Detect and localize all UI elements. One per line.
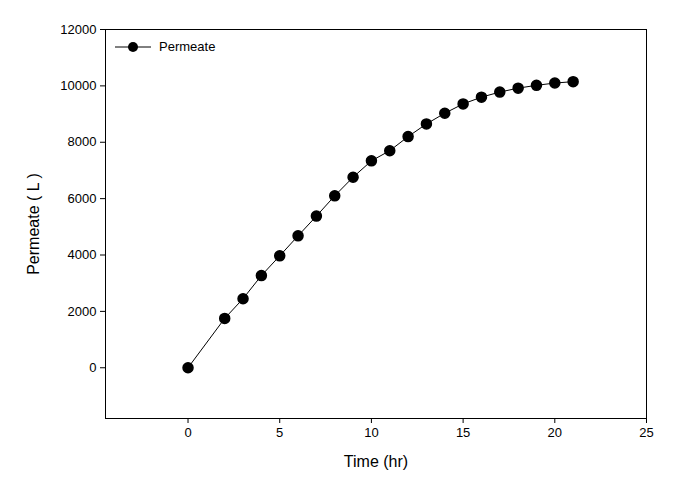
svg-text:20: 20 xyxy=(548,425,562,440)
html-text:Permeate: Permeate xyxy=(159,39,216,54)
svg-text:2000: 2000 xyxy=(68,304,97,319)
svg-text:12000: 12000 xyxy=(60,22,96,37)
svg-text:Time (hr): Time (hr) xyxy=(344,453,408,470)
svg-text:25: 25 xyxy=(639,425,653,440)
svg-text:0: 0 xyxy=(89,360,96,375)
svg-text:10: 10 xyxy=(364,425,378,440)
svg-text:Permeate ( L ): Permeate ( L ) xyxy=(25,173,42,275)
svg-text:10000: 10000 xyxy=(60,78,96,93)
svg-text:8000: 8000 xyxy=(68,134,97,149)
svg-text:15: 15 xyxy=(456,425,470,440)
svg-text:5: 5 xyxy=(276,425,283,440)
svg-text:6000: 6000 xyxy=(68,191,97,206)
svg-text:0: 0 xyxy=(184,425,191,440)
svg-text:4000: 4000 xyxy=(68,247,97,262)
